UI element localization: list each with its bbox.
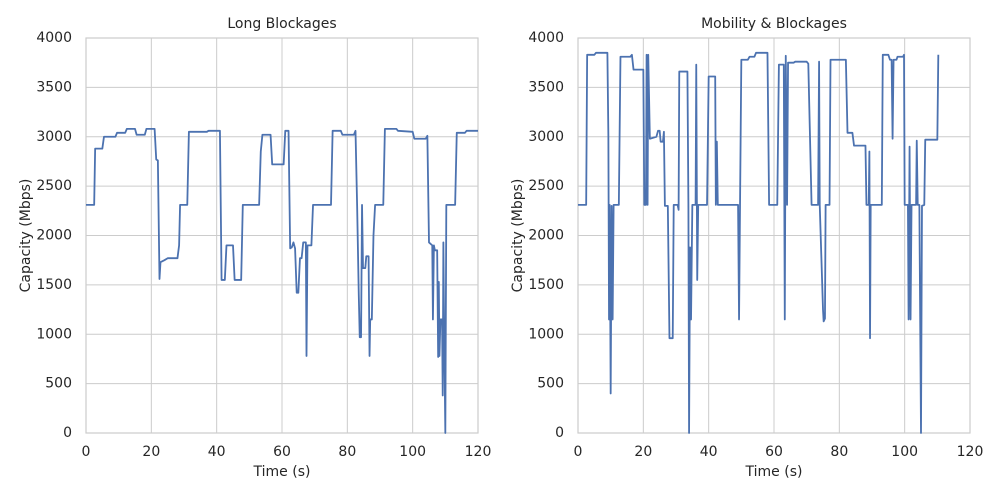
x-tick-label: 100 <box>399 444 426 460</box>
y-axis-label: Capacity (Mbps) <box>18 179 34 293</box>
data-line <box>86 127 478 434</box>
y-tick-label: 3000 <box>36 129 72 145</box>
x-tick-label: 120 <box>465 444 492 460</box>
y-tick-label: 3500 <box>528 79 564 95</box>
y-tick-label: 2000 <box>36 228 72 244</box>
y-tick-label: 2500 <box>528 178 564 194</box>
plot-frame <box>85 37 479 434</box>
y-tick-label: 0 <box>63 425 72 441</box>
x-tick-label: 80 <box>338 444 356 460</box>
chart-title: Mobility & Blockages <box>701 16 847 32</box>
x-tick-label: 0 <box>82 444 91 460</box>
y-tick-label: 4000 <box>36 30 72 46</box>
x-axis-label: Time (s) <box>745 464 803 480</box>
y-tick-label: 1000 <box>528 326 564 342</box>
x-tick-label: 120 <box>957 444 984 460</box>
y-tick-label: 4000 <box>528 30 564 46</box>
y-tick-label: 3000 <box>528 129 564 145</box>
plot-frame <box>577 37 971 434</box>
y-tick-label: 500 <box>45 376 72 392</box>
data-line <box>578 51 940 434</box>
y-tick-label: 2500 <box>36 178 72 194</box>
y-tick-label: 1500 <box>528 277 564 293</box>
y-tick-label: 1000 <box>36 326 72 342</box>
x-tick-label: 0 <box>574 444 583 460</box>
x-axis-label: Time (s) <box>253 464 311 480</box>
x-tick-label: 80 <box>830 444 848 460</box>
y-tick-label: 500 <box>537 376 564 392</box>
x-tick-label: 20 <box>634 444 652 460</box>
x-tick-label: 60 <box>765 444 783 460</box>
y-tick-label: 3500 <box>36 79 72 95</box>
y-tick-label: 1500 <box>36 277 72 293</box>
x-tick-label: 60 <box>273 444 291 460</box>
x-tick-label: 20 <box>142 444 160 460</box>
x-tick-label: 100 <box>891 444 918 460</box>
y-tick-label: 0 <box>555 425 564 441</box>
x-tick-label: 40 <box>700 444 718 460</box>
y-tick-label: 2000 <box>528 228 564 244</box>
x-tick-label: 40 <box>208 444 226 460</box>
chart-title: Long Blockages <box>227 16 336 32</box>
y-axis-label: Capacity (Mbps) <box>510 179 526 293</box>
